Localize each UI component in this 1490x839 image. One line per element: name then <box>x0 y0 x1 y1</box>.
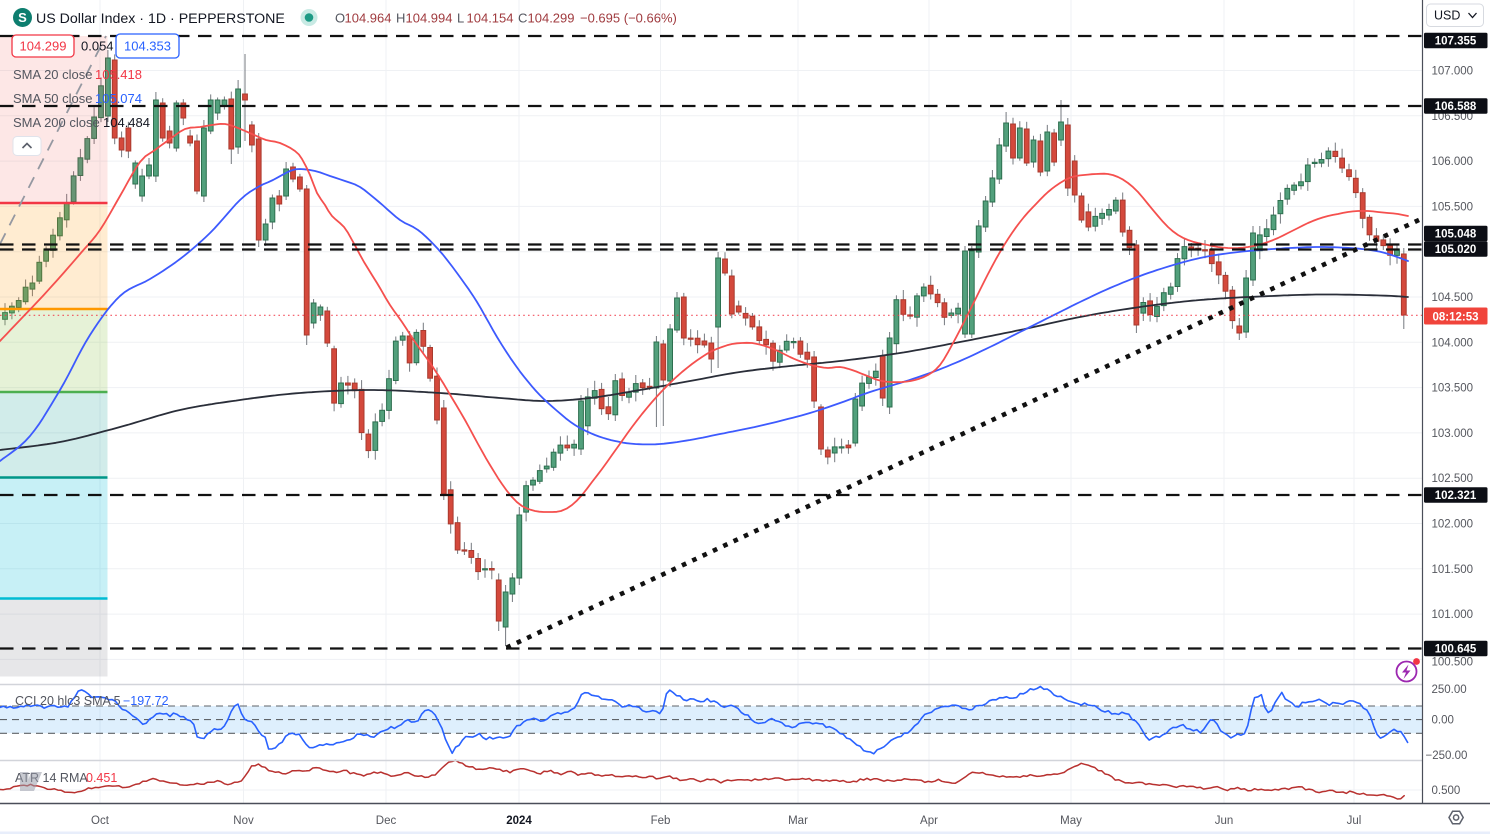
svg-text:102.000: 102.000 <box>1432 519 1474 531</box>
svg-text:SMA 200 close: SMA 200 close <box>13 115 100 130</box>
svg-text:0.054: 0.054 <box>81 39 114 54</box>
svg-text:105.500: 105.500 <box>1432 201 1474 213</box>
svg-text:L: L <box>457 11 464 26</box>
svg-text:250.00: 250.00 <box>1432 684 1467 696</box>
svg-text:Dec: Dec <box>376 815 397 827</box>
svg-text:105.418: 105.418 <box>95 67 142 82</box>
svg-text:107.000: 107.000 <box>1432 66 1474 78</box>
svg-text:104.299: 104.299 <box>528 11 575 26</box>
svg-text:C: C <box>518 11 527 26</box>
svg-text:100.645: 100.645 <box>1435 644 1477 656</box>
svg-text:Oct: Oct <box>91 815 110 827</box>
svg-text:104.353: 104.353 <box>124 39 171 54</box>
svg-text:SMA 50 close: SMA 50 close <box>13 91 93 106</box>
svg-text:104.299: 104.299 <box>20 39 67 54</box>
svg-text:Nov: Nov <box>233 815 254 827</box>
svg-text:107.355: 107.355 <box>1435 36 1477 48</box>
svg-text:103.000: 103.000 <box>1432 428 1474 440</box>
svg-text:CCI 20 hlc3 SMA 5: CCI 20 hlc3 SMA 5 <box>15 694 121 708</box>
svg-text:101.500: 101.500 <box>1432 564 1474 576</box>
svg-text:102.321: 102.321 <box>1435 490 1477 502</box>
svg-text:105.074: 105.074 <box>95 91 142 106</box>
svg-text:SMA 20 close: SMA 20 close <box>13 67 93 82</box>
svg-text:104.994: 104.994 <box>406 11 453 26</box>
svg-text:2024: 2024 <box>506 815 532 827</box>
svg-text:104.964: 104.964 <box>345 11 392 26</box>
svg-text:S: S <box>18 10 27 25</box>
svg-text:Jun: Jun <box>1215 815 1234 827</box>
svg-text:H: H <box>396 11 405 26</box>
svg-text:106.588: 106.588 <box>1435 101 1477 113</box>
svg-text:US Dollar Index · 1D · PEPPERS: US Dollar Index · 1D · PEPPERSTONE <box>36 11 285 27</box>
svg-text:104.154: 104.154 <box>467 11 514 26</box>
svg-text:−197.72: −197.72 <box>123 694 169 708</box>
svg-text:105.020: 105.020 <box>1435 244 1477 256</box>
svg-text:Jul: Jul <box>1347 815 1362 827</box>
svg-text:0.500: 0.500 <box>1432 785 1461 797</box>
svg-text:100.500: 100.500 <box>1432 657 1474 669</box>
svg-text:−0.695 (−0.66%): −0.695 (−0.66%) <box>580 11 677 26</box>
svg-text:USD: USD <box>1434 9 1460 23</box>
svg-text:104.000: 104.000 <box>1432 337 1474 349</box>
svg-text:Feb: Feb <box>651 815 671 827</box>
svg-text:102.500: 102.500 <box>1432 473 1474 485</box>
svg-text:103.500: 103.500 <box>1432 383 1474 395</box>
svg-text:104.484: 104.484 <box>103 115 150 130</box>
svg-text:0.00: 0.00 <box>1432 715 1454 727</box>
svg-text:−250.00: −250.00 <box>1426 750 1468 762</box>
svg-text:Apr: Apr <box>920 815 938 827</box>
svg-text:0.451: 0.451 <box>86 771 117 785</box>
svg-text:May: May <box>1060 815 1082 827</box>
svg-text:106.000: 106.000 <box>1432 156 1474 168</box>
svg-text:Mar: Mar <box>788 815 808 827</box>
svg-text:104.500: 104.500 <box>1432 292 1474 304</box>
svg-text:105.048: 105.048 <box>1435 229 1477 241</box>
svg-text:101.000: 101.000 <box>1432 609 1474 621</box>
svg-text:08:12:53: 08:12:53 <box>1432 312 1478 324</box>
